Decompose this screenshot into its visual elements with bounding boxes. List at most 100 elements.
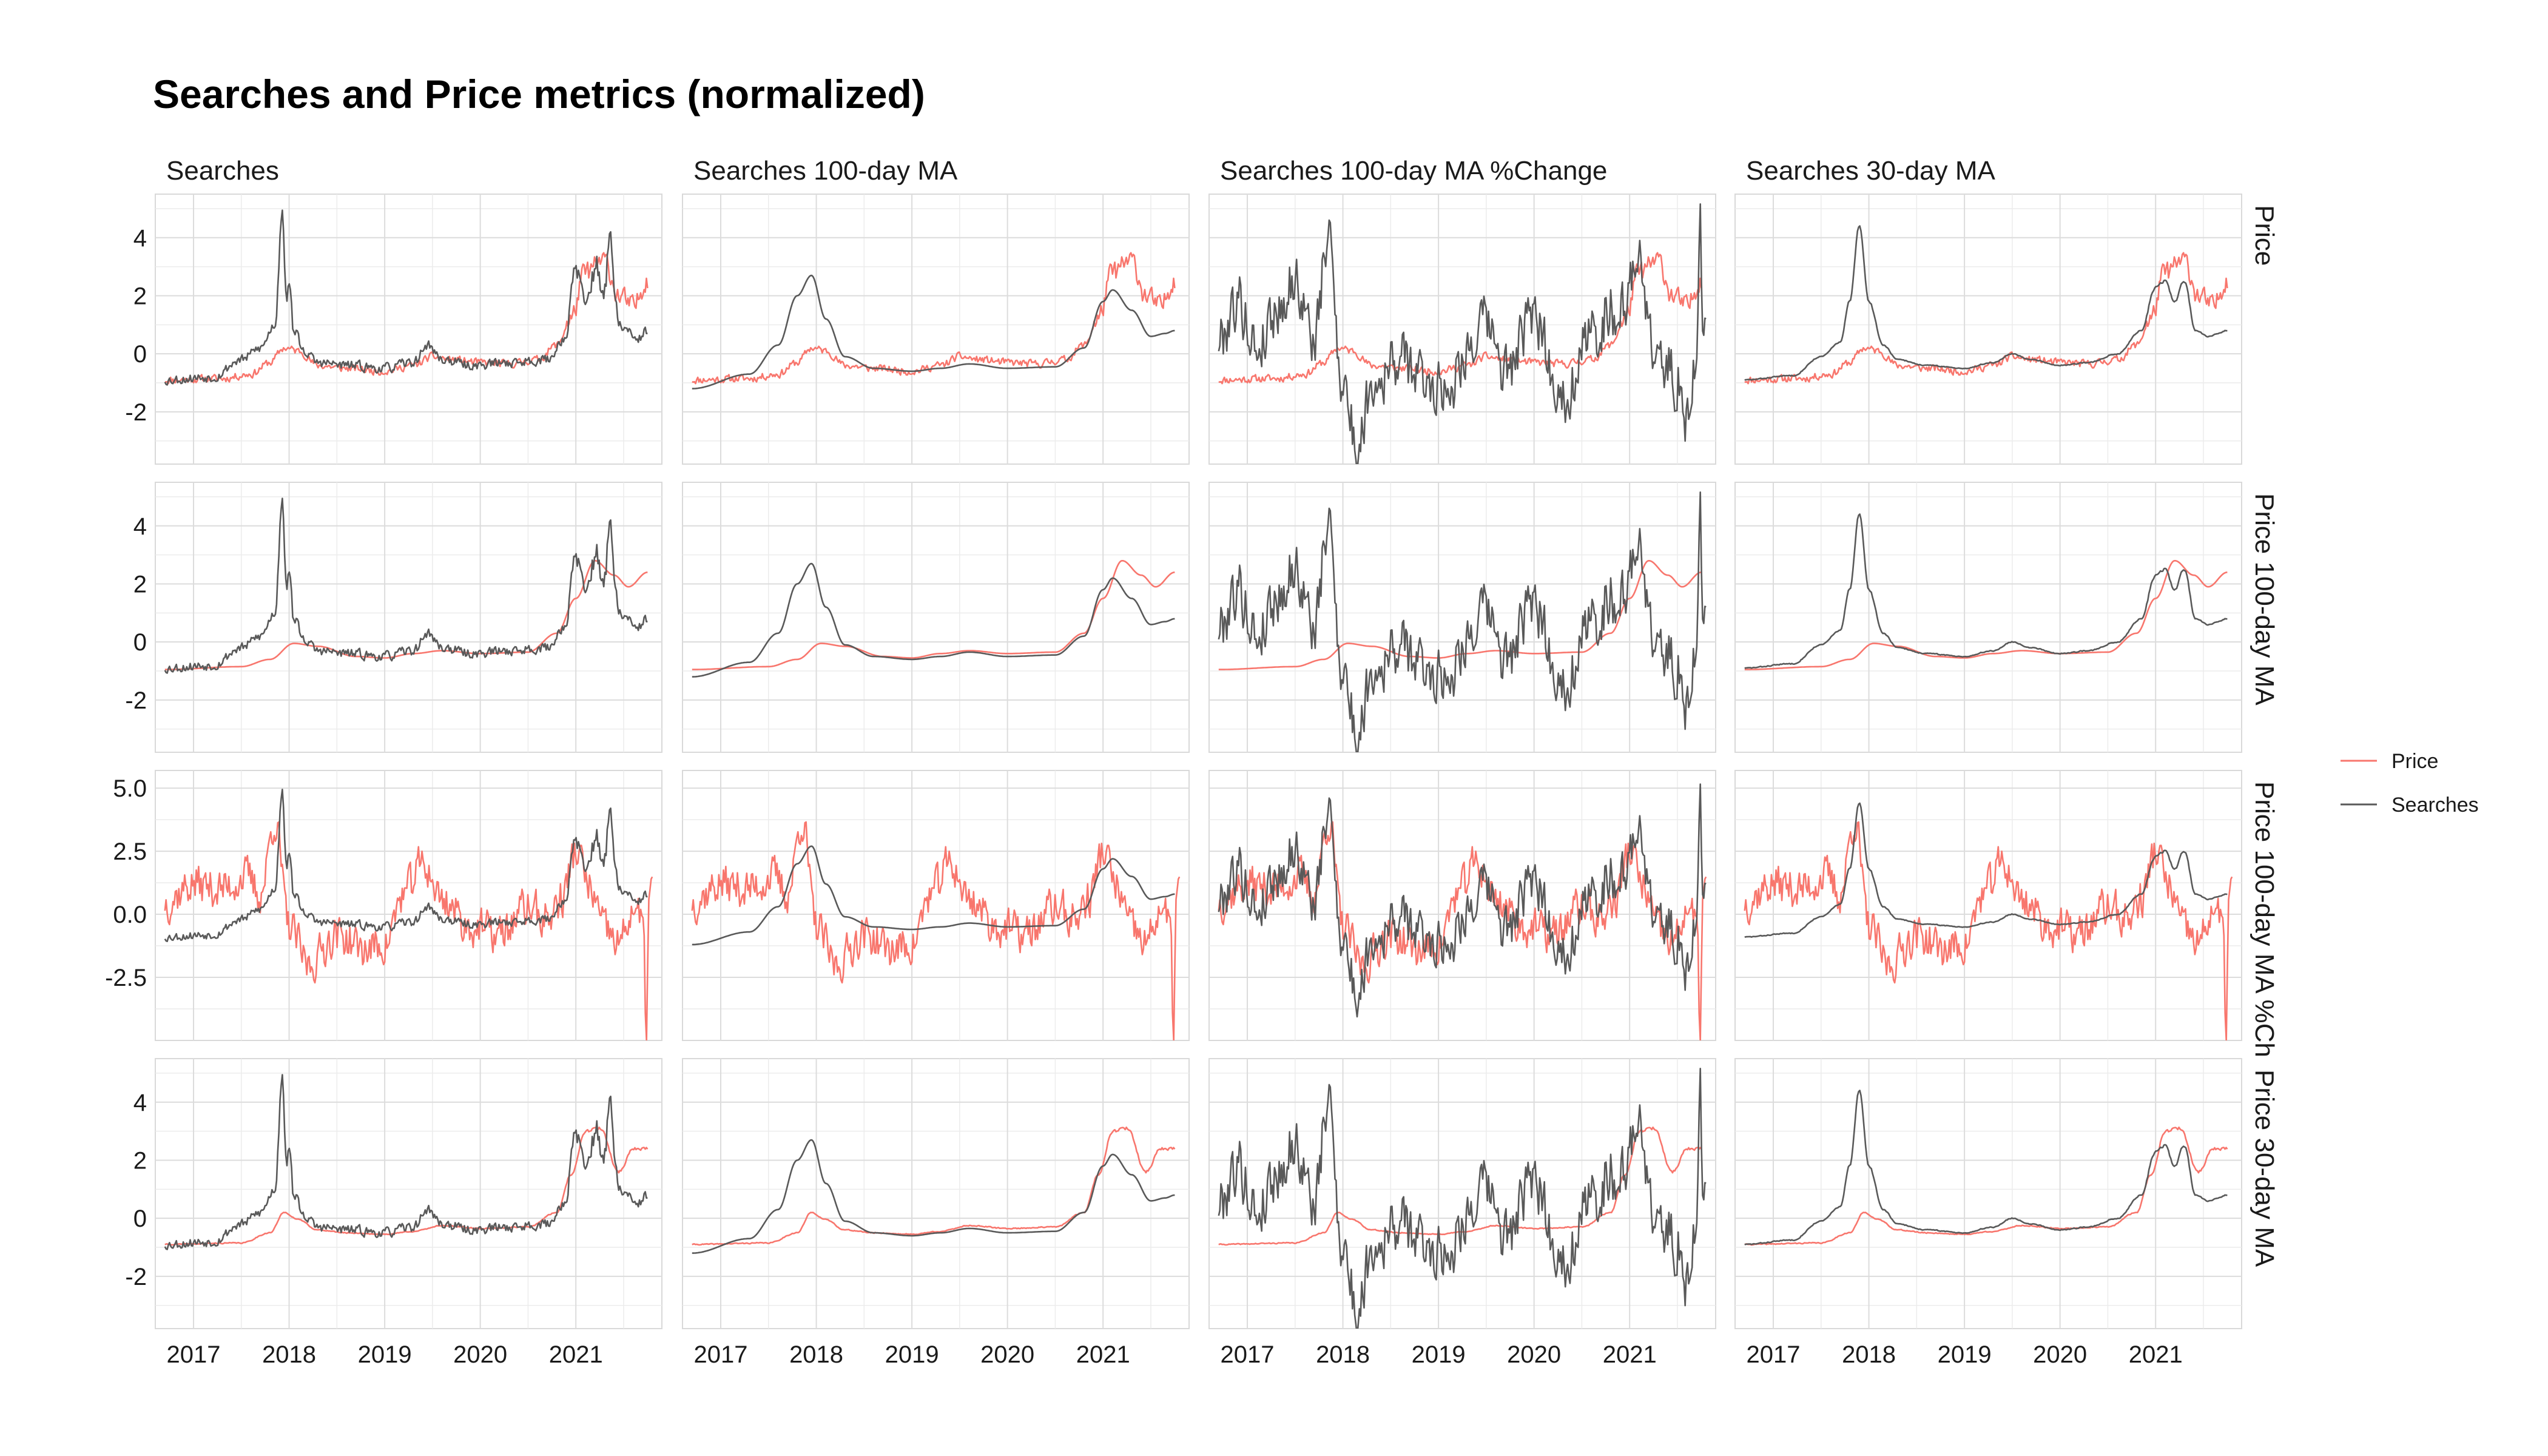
y-tick-label: -2 [125, 687, 147, 714]
facet-panel [682, 482, 1190, 753]
searches-series-line [164, 209, 648, 386]
y-tick-label: -2 [125, 399, 147, 426]
panel-background [1208, 482, 1716, 753]
y-tick-label: 0.0 [113, 902, 147, 928]
panel-background [1208, 770, 1716, 1041]
facet-panel [155, 1058, 662, 1329]
facet-panel [682, 194, 1190, 465]
row-facet-label: Price 100-day MA %Ch [2250, 781, 2279, 1057]
x-tick-label: 2020 [1507, 1341, 1561, 1368]
x-tick-label: 2020 [980, 1341, 1034, 1368]
y-tick-label: 4 [133, 513, 147, 540]
panel-background [682, 770, 1190, 1041]
panel-background [682, 482, 1190, 753]
panel-background [1734, 1058, 2242, 1329]
panel-background [155, 1058, 662, 1329]
legend: Price Searches [2341, 750, 2479, 817]
facet-panel [155, 770, 662, 1041]
price-series-line [692, 560, 1175, 670]
x-tick-label: 2018 [1316, 1341, 1370, 1368]
price-series-line [1744, 560, 2228, 670]
searches-series-line [692, 845, 1175, 946]
y-tick-label: -2 [125, 1264, 147, 1290]
x-tick-label: 2019 [1412, 1341, 1466, 1368]
y-tick-label: -2.5 [105, 965, 147, 991]
panel-background [155, 770, 662, 1041]
searches-series-line [1744, 225, 2228, 381]
x-tick-label: 2018 [789, 1341, 843, 1368]
y-tick-label: 0 [133, 341, 147, 368]
y-tick-label: 2 [133, 571, 147, 598]
x-tick-label: 2020 [453, 1341, 507, 1368]
searches-series-line [1218, 783, 1707, 1018]
searches-series-line [1218, 203, 1707, 464]
y-tick-label: 0 [133, 1205, 147, 1232]
x-tick-label: 2019 [885, 1341, 939, 1368]
searches-series-line [692, 274, 1175, 389]
searches-series-line [164, 789, 648, 942]
row-facet-label: Price [2250, 205, 2279, 266]
column-facet-label: Searches [166, 156, 279, 186]
x-tick-label: 2021 [1076, 1341, 1130, 1368]
facet-panel [1208, 1058, 1716, 1329]
facet-panel [1208, 194, 1716, 465]
column-facet-label: Searches 30-day MA [1746, 156, 1996, 186]
facet-panel [682, 770, 1190, 1041]
searches-series-line [692, 1139, 1175, 1254]
x-tick-label: 2021 [1603, 1341, 1657, 1368]
x-tick-label: 2017 [1747, 1341, 1801, 1368]
facet-panel [1208, 482, 1716, 753]
facet-panel [1734, 770, 2242, 1041]
facet-panel [1734, 482, 2242, 753]
facet-panel [155, 194, 662, 465]
searches-series-line [1744, 802, 2228, 939]
panel-background [1208, 1058, 1716, 1329]
legend-label: Searches [2391, 794, 2479, 817]
price-series-line [692, 1126, 1176, 1246]
column-facet-label: Searches 100-day MA [693, 156, 958, 186]
panel-background [1734, 770, 2242, 1041]
price-series-line [691, 821, 1181, 1040]
x-tick-label: 2018 [262, 1341, 316, 1368]
x-tick-label: 2017 [1221, 1341, 1275, 1368]
row-facet-label: Price 30-day MA [2250, 1070, 2279, 1267]
x-tick-label: 2019 [358, 1341, 412, 1368]
price-series-line [1744, 821, 2233, 1040]
panel-background [1734, 482, 2242, 753]
searches-series-line [164, 1074, 648, 1250]
facet-panel [1734, 1058, 2242, 1329]
row-facet-label: Price 100-day MA [2250, 493, 2279, 706]
x-tick-label: 2018 [1842, 1341, 1896, 1368]
x-tick-label: 2019 [1938, 1341, 1992, 1368]
price-series-line [164, 1126, 649, 1246]
price-series-line [1218, 821, 1707, 1040]
y-tick-label: 4 [133, 225, 147, 252]
x-tick-label: 2017 [694, 1341, 748, 1368]
searches-series-line [1744, 513, 2228, 669]
y-tick-label: 2 [133, 283, 147, 309]
y-tick-label: 0 [133, 629, 147, 656]
legend-label: Price [2391, 750, 2438, 773]
panel-grid [155, 194, 2242, 1329]
panel-background [155, 482, 662, 753]
column-facet-label: Searches 100-day MA %Change [1220, 156, 1607, 186]
facet-panel [1208, 770, 1716, 1041]
chart-title: Searches and Price metrics (normalized) [153, 72, 925, 116]
y-tick-label: 5.0 [113, 775, 147, 802]
searches-series-line [1744, 1090, 2228, 1245]
panel-background [1734, 194, 2242, 465]
searches-series-line [1218, 491, 1707, 752]
panel-background [155, 194, 662, 465]
y-tick-label: 2 [133, 1147, 147, 1174]
facet-panel [682, 1058, 1190, 1329]
searches-series-line [1218, 1068, 1707, 1329]
price-series-line [1744, 252, 2228, 385]
panel-background [1208, 194, 1716, 465]
searches-series-line [692, 562, 1175, 678]
x-tick-label: 2017 [167, 1341, 221, 1368]
panel-background [682, 1058, 1190, 1329]
facet-panel [155, 482, 662, 753]
y-tick-label: 4 [133, 1090, 147, 1116]
x-tick-label: 2021 [549, 1341, 603, 1368]
